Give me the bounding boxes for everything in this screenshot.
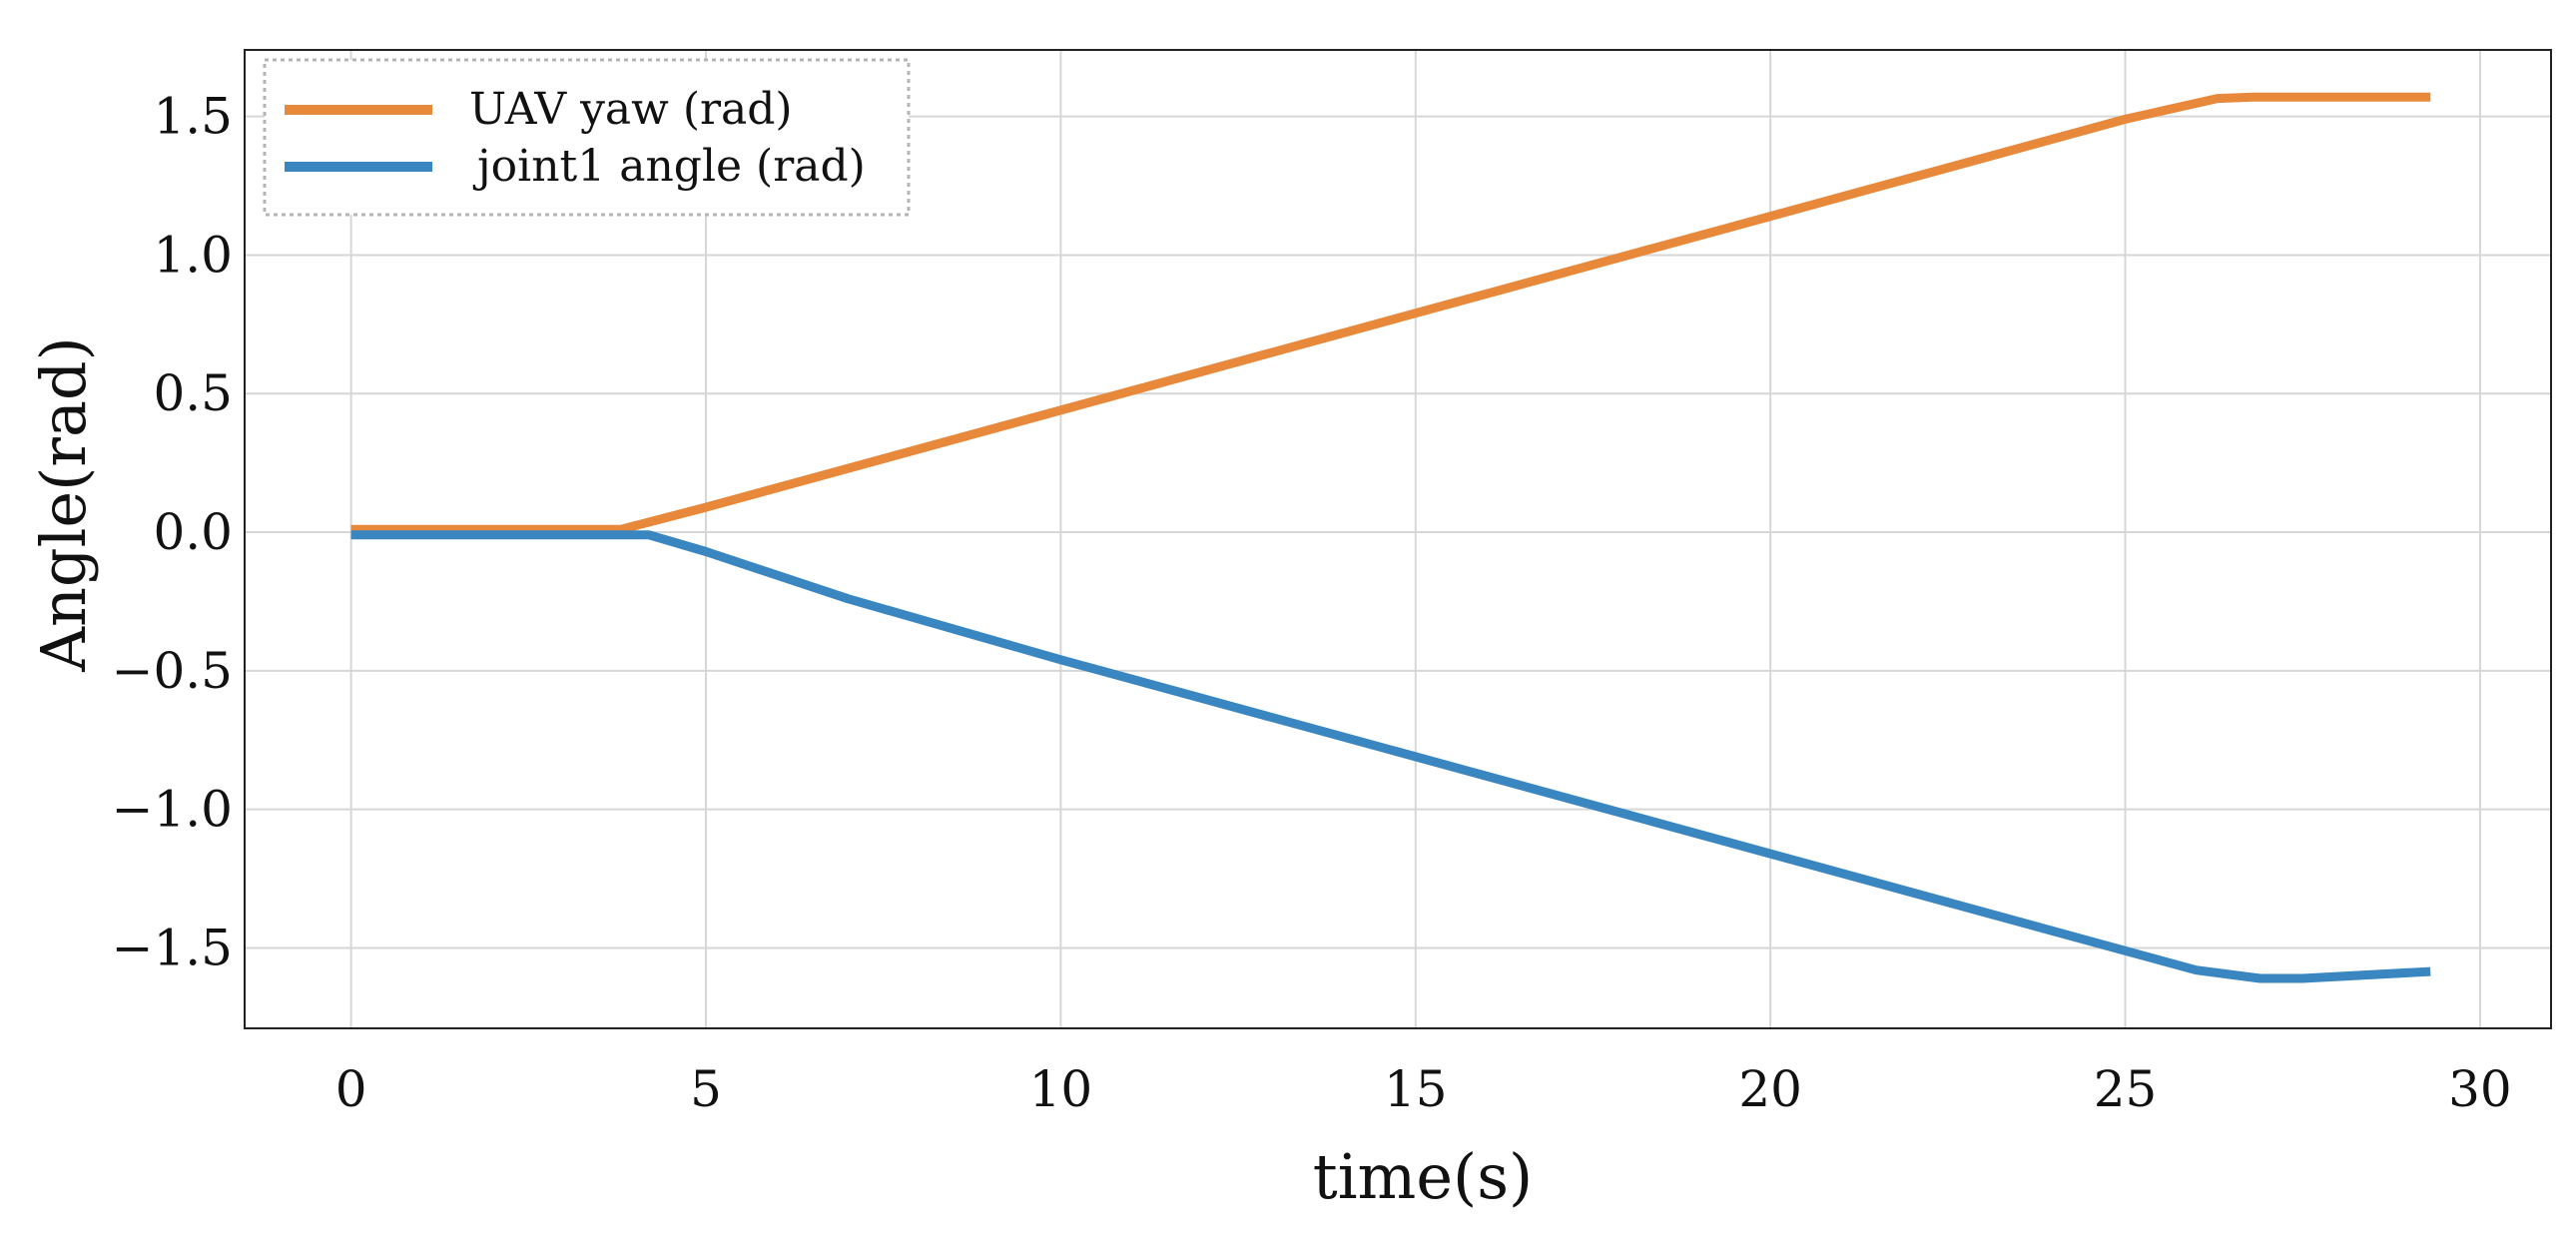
tick-labels: 0 5 10 15 20 25 30 1.5 1.0 0.5 0.0 −0.5 −1.0 −1.5 <box>112 88 2512 1118</box>
series-line-1 <box>350 530 2431 983</box>
y-axis-title: Angle(rad) <box>27 336 100 673</box>
x-tick-label: 25 <box>2094 1060 2158 1118</box>
legend: UAV yaw (rad) joint1 angle (rad) <box>263 58 911 217</box>
x-axis-title: time(s) <box>1313 1140 1533 1213</box>
y-tick-label: 0.5 <box>153 364 233 422</box>
x-tick-label: 30 <box>2448 1060 2512 1118</box>
x-tick-label: 15 <box>1384 1060 1448 1118</box>
legend-label-joint1-angle: joint1 angle (rad) <box>472 141 866 192</box>
series-lines <box>350 92 2431 983</box>
legend-label-uav-yaw: UAV yaw (rad) <box>469 84 793 135</box>
y-tick-label: 1.0 <box>153 226 233 284</box>
x-tick-label: 20 <box>1738 1060 1802 1118</box>
y-tick-label: −1.0 <box>112 781 233 839</box>
y-tick-label: 0.0 <box>153 503 233 561</box>
legend-box <box>263 58 911 217</box>
x-tick-label: 0 <box>335 1060 367 1118</box>
series-line-0 <box>350 92 2431 534</box>
y-tick-label: −1.5 <box>112 919 233 976</box>
x-tick-label: 10 <box>1029 1060 1093 1118</box>
plot-frame <box>244 49 2552 1029</box>
y-tick-label: 1.5 <box>153 88 233 146</box>
x-tick-label: 5 <box>690 1060 722 1118</box>
y-tick-label: −0.5 <box>112 642 233 700</box>
